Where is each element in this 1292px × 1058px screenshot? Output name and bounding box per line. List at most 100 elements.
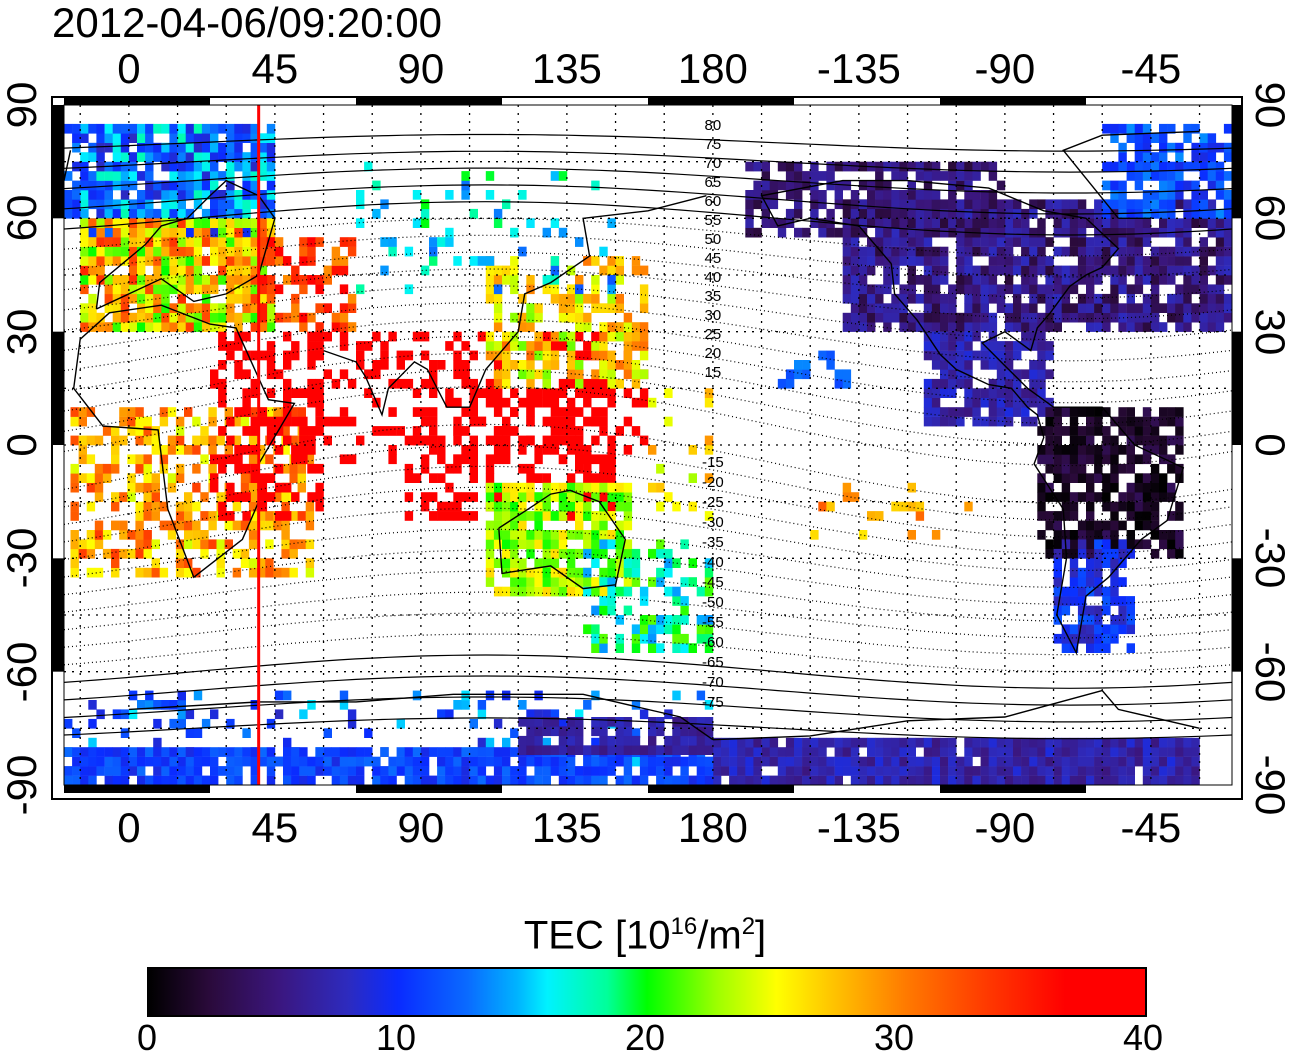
tec-cell [826, 766, 835, 776]
tec-cell [1142, 482, 1152, 493]
tec-cell [1159, 322, 1168, 332]
tec-cell [867, 756, 876, 767]
tec-cell [153, 737, 162, 748]
tec-cell [826, 227, 835, 238]
tec-cell [445, 227, 454, 238]
tec-cell [558, 539, 568, 550]
tec-cell [1094, 407, 1103, 417]
tec-cell [575, 511, 584, 521]
tec-cell [1086, 775, 1095, 786]
tec-cell [1191, 766, 1200, 776]
tec-cell [1118, 275, 1127, 285]
tec-cell [867, 237, 876, 247]
tec-cell [364, 728, 373, 738]
tec-cell [526, 360, 535, 370]
tec-cell [745, 199, 754, 210]
tec-cell [1207, 293, 1217, 304]
tec-cell [656, 539, 665, 550]
tec-cell [175, 501, 185, 512]
tec-cell [1077, 199, 1087, 210]
tec-cell [1069, 624, 1079, 635]
colorbar-title-exponent: 16 [670, 913, 698, 940]
tec-cell [485, 737, 495, 748]
tec-cell [145, 293, 154, 304]
tec-cell [623, 717, 633, 727]
tec-cell [420, 747, 430, 757]
tec-cell [534, 511, 543, 521]
tec-cell [143, 511, 152, 521]
tec-cell [940, 265, 949, 276]
tec-cell [88, 756, 97, 767]
tec-cell [550, 577, 560, 587]
tec-cell [64, 747, 73, 757]
tec-cell [1086, 511, 1095, 521]
tec-cell [802, 180, 811, 191]
tec-cell [980, 756, 989, 767]
tec-cell [192, 482, 201, 493]
tec-cell [510, 530, 519, 540]
tec-cell [70, 435, 79, 446]
tec-cell [1061, 511, 1071, 521]
tec-cell [485, 747, 495, 757]
tec-cell [388, 766, 397, 776]
colorbar-tick-label: 40 [1122, 1017, 1164, 1058]
x-tick-label: 135 [531, 804, 602, 851]
tec-cell [518, 492, 527, 502]
tec-cell [1142, 435, 1152, 446]
tec-cell [266, 123, 276, 134]
tec-cell [493, 218, 503, 228]
tec-cell [931, 246, 941, 257]
tec-cell [96, 218, 105, 228]
tec-cell [104, 322, 113, 332]
tec-cell [1118, 246, 1127, 257]
tec-cell [599, 454, 608, 465]
tec-cell [688, 558, 697, 568]
tec-cell [948, 331, 957, 342]
tec-cell [429, 473, 438, 483]
tec-cell [445, 511, 454, 521]
tec-cell [192, 539, 201, 550]
tec-cell [412, 756, 422, 767]
tec-cell [185, 756, 195, 767]
tec-cell [175, 435, 185, 446]
tec-cell [218, 218, 227, 228]
tec-cell [607, 766, 616, 776]
tec-cell [1150, 473, 1160, 483]
tec-cell [607, 284, 616, 295]
tec-cell [266, 237, 276, 247]
tec-cell [518, 577, 527, 587]
tec-cell [120, 161, 130, 172]
tec-cell [185, 322, 195, 332]
tec-cell [1199, 265, 1208, 276]
tec-cell [623, 322, 633, 332]
tec-cell [242, 511, 251, 521]
tec-cell [96, 208, 105, 219]
tec-cell [664, 492, 673, 502]
tec-cell [201, 775, 211, 786]
tec-cell [842, 237, 852, 247]
tec-cell [1004, 303, 1014, 313]
tec-cell [1118, 256, 1127, 266]
tec-cell [502, 397, 511, 408]
tec-cell [151, 558, 160, 568]
tec-cell [64, 208, 73, 219]
tec-cell [826, 775, 835, 786]
tec-cell [534, 745, 543, 755]
tec-cell [248, 567, 258, 578]
tec-cell [1077, 435, 1087, 446]
tec-cell [135, 482, 144, 493]
tec-cell [988, 275, 998, 285]
tec-cell [493, 718, 503, 729]
tec-cell [1069, 501, 1079, 512]
tec-cell [210, 218, 219, 228]
tec-cell [1142, 539, 1152, 550]
tec-cell [623, 605, 633, 616]
tec-cell [777, 766, 787, 776]
tec-cell [266, 492, 276, 502]
tec-cell [1021, 322, 1030, 332]
tec-cell [177, 190, 186, 200]
tec-cell [242, 369, 251, 380]
tec-cell [185, 237, 195, 247]
tec-cell [137, 275, 146, 285]
tec-cell [1069, 530, 1079, 540]
